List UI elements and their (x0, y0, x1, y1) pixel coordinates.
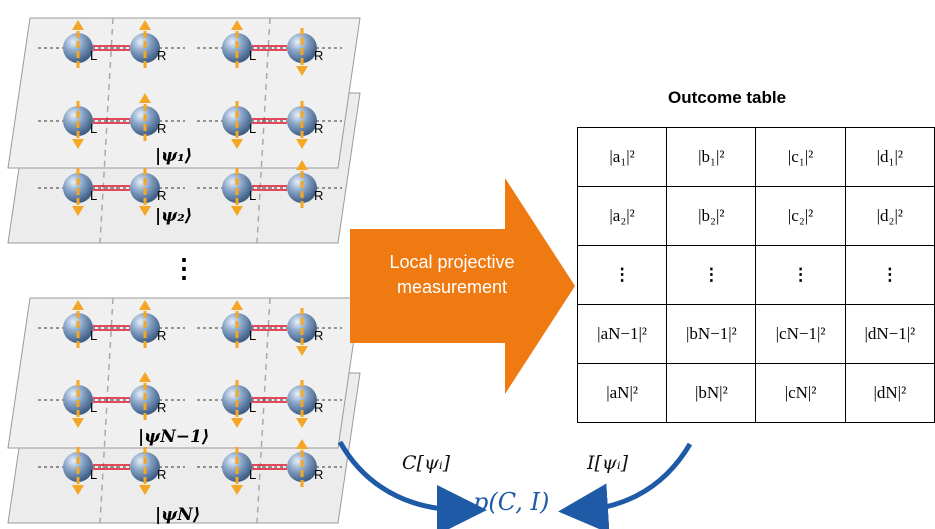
outcome-table-title: Outcome table (668, 88, 787, 107)
spin-arrow-head (296, 439, 308, 449)
table-cell: |dN−1|² (844, 304, 935, 364)
spin-site-label: L (249, 328, 256, 343)
measurement-label: Local projective measurement (352, 250, 552, 300)
table-cell: |cN|² (755, 363, 846, 423)
spin-arrow-head (231, 485, 243, 495)
c-curve-arrow (337, 440, 487, 529)
spin-site-label: L (90, 188, 97, 203)
c-function-label: C[ψᵢ] (402, 452, 451, 474)
spin-site-label: L (90, 400, 97, 415)
spin-site-label: R (314, 121, 323, 136)
spin-arrow-head (296, 346, 308, 356)
table-cell: |d₁|² (844, 127, 935, 187)
spin-site-label: R (314, 328, 323, 343)
spin-site-label: R (157, 121, 166, 136)
measurement-label-line1: Local projective (389, 252, 515, 272)
spin-arrow-head (231, 139, 243, 149)
local-measurement-arrow (350, 178, 575, 394)
table-cell: |cN−1|² (755, 304, 846, 364)
spin-arrow-head (296, 418, 308, 428)
state-psi-2: |ψ₂⟩ (155, 206, 193, 226)
state-psi-n-minus-1: |ψN−1⟩ (138, 427, 210, 447)
lattice-plane (7, 17, 361, 169)
state-psi-1: |ψ₁⟩ (155, 146, 193, 166)
table-cell: |c₁|² (755, 127, 846, 187)
spin-arrow-head (231, 206, 243, 216)
table-cell: |a₂|² (576, 186, 668, 246)
joint-probability-label: p(C, I) (473, 488, 550, 516)
spin-arrow-head (72, 206, 84, 216)
spin-arrow-head (139, 485, 151, 495)
spin-site-label: L (90, 48, 97, 63)
outcome-table: |a₁|² |b₁|² |c₁|² |d₁|² |a₂|² |b₂|² |c₂|² |d₂|²… (576, 127, 935, 423)
spin-site-label: L (249, 188, 256, 203)
spin-arrow-head (139, 206, 151, 216)
table-cell: |b₁|² (666, 127, 757, 187)
table-cell: |bN−1|² (666, 304, 757, 364)
table-cell: |aN−1|² (576, 304, 668, 364)
spin-arrow-head (72, 485, 84, 495)
spin-arrow-head (296, 139, 308, 149)
table-cell: |c₂|² (755, 186, 846, 246)
table-cell: |dN|² (844, 363, 935, 423)
spin-arrow-head (139, 300, 151, 310)
spin-arrow-head (296, 160, 308, 170)
table-cell: ⋮ (666, 245, 757, 305)
divider-line (256, 17, 271, 244)
state-psi-n: |ψN⟩ (155, 505, 201, 525)
table-cell: |aN|² (576, 363, 668, 423)
measurement-label-line2: measurement (396, 277, 508, 297)
table-row: |aN−1|² |bN−1|² |cN−1|² |dN−1|² (576, 304, 935, 364)
lattice-plane (7, 297, 361, 449)
spin-arrow-head (231, 418, 243, 428)
divider-line (99, 297, 114, 524)
spin-site-label: R (157, 467, 166, 482)
spin-arrow-head (72, 418, 84, 428)
spin-site-label: L (90, 121, 97, 136)
spin-site-label: L (90, 467, 97, 482)
table-cell: ⋮ (844, 245, 935, 305)
i-function-label: I[ψᵢ] (587, 452, 629, 474)
spin-site-label: R (157, 48, 166, 63)
spin-site-label: L (249, 400, 256, 415)
spin-site-label: L (249, 48, 256, 63)
table-cell: |bN|² (666, 363, 757, 423)
spin-arrow-head (72, 20, 84, 30)
spin-site-label: R (157, 400, 166, 415)
spin-arrow-head (139, 372, 151, 382)
spin-site-label: L (249, 121, 256, 136)
spin-site-label: R (314, 400, 323, 415)
spin-site-label: R (314, 48, 323, 63)
table-cell: ⋮ (755, 245, 846, 305)
spin-site-label: R (314, 188, 323, 203)
spin-arrow-head (139, 93, 151, 103)
spin-arrow-head (231, 300, 243, 310)
spin-arrow-head (231, 20, 243, 30)
spin-site-label: L (90, 328, 97, 343)
spin-site-label: R (314, 467, 323, 482)
spin-site-label: R (157, 328, 166, 343)
table-cell: |b₂|² (666, 186, 757, 246)
table-cell: ⋮ (576, 245, 668, 305)
spin-arrow-head (139, 20, 151, 30)
state-ellipsis: ⋮ (171, 253, 197, 283)
spin-arrow-head (296, 66, 308, 76)
table-cell: |d₂|² (844, 186, 935, 246)
spin-site-label: L (249, 467, 256, 482)
divider-line (256, 297, 271, 524)
spin-site-label: R (157, 188, 166, 203)
table-cell: |a₁|² (576, 127, 668, 187)
spin-arrow-head (72, 139, 84, 149)
divider-line (99, 17, 114, 244)
spin-arrow-head (72, 300, 84, 310)
i-curve-arrow (558, 442, 693, 529)
table-row: |a₂|² |b₂|² |c₂|² |d₂|² (576, 186, 935, 246)
table-row: ⋮ ⋮ ⋮ ⋮ (576, 245, 935, 305)
state-planes: L R L R L R L R L R L R L R L R L R L R L R L R (7, 17, 361, 524)
table-row: |a₁|² |b₁|² |c₁|² |d₁|² (576, 127, 935, 187)
table-row: |aN|² |bN|² |cN|² |dN|² (576, 363, 935, 423)
